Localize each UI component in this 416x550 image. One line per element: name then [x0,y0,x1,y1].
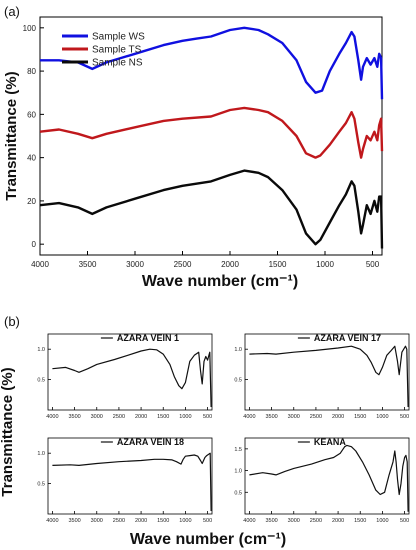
series-line-sample-ns [39,169,384,249]
subplot-x-tick-label: 2500 [113,518,125,524]
legend-label-azara-vein-1: AZARA VEIN 1 [117,333,179,343]
series-line-azara-vein-18 [52,452,212,512]
subplot-x-tick-label: 1500 [354,414,366,420]
panel-a-y-tick-label: 60 [27,110,36,119]
legend-label-azara-vein-18: AZARA VEIN 18 [117,437,184,447]
panel-a-y-tick-label: 100 [23,24,37,33]
subplot-x-tick-label: 4000 [243,518,255,524]
panel-a-y-axis-label: Transmittance (%) [3,71,20,200]
panel-a: (a) 4000 3500 3000 2500 2000 1500 1000 50002040… [3,4,384,290]
subplot-x-tick-label: 1500 [157,414,169,420]
panel-b-x-axis-label: Wave number (cm⁻¹) [130,531,286,548]
subplot-x-tick-label: 2000 [332,414,344,420]
legend-label-sample-ws: Sample WS [92,32,145,43]
subplot-x-tick-label: 1000 [179,518,191,524]
subplot-x-tick-label: 2000 [135,414,147,420]
panel-a-x-tick-label: 3500 [79,260,97,269]
panel-a-x-tick-label: 4000 [31,260,49,269]
subplot-x-tick-label: 1000 [179,414,191,420]
panel-a-y-tick-label: 80 [27,67,36,76]
panel-b-label: (b) [4,314,20,329]
panel-a-label: (a) [4,4,20,19]
panel-a-ticks: 4000 3500 3000 2500 2000 1500 1000 500 0 20 40 60 80… [23,24,380,269]
subplot-x-tick-label: 500 [203,414,212,420]
subplot-x-tick-label: 1500 [354,518,366,524]
subplot-x-tick-label: 1000 [376,518,388,524]
subplot-b2: 4000 3500 3000 2500 2000 1500 1000 500 0.5 1.0 AZA… [234,333,410,420]
subplot-x-tick-label: 500 [400,518,409,524]
subplot-y-tick-label: 1.5 [234,447,242,453]
subplot-frame [47,437,213,515]
panel-a-x-axis-label: Wave number (cm⁻¹) [142,273,298,290]
subplot-x-tick-label: 4000 [46,518,58,524]
subplot-y-tick-label: 1.0 [234,469,242,475]
legend-label-azara-vein-17: AZARA VEIN 17 [314,333,381,343]
subplot-x-tick-label: 3000 [288,414,300,420]
subplot-x-tick-label: 2500 [310,414,322,420]
panel-a-legend: Sample WS Sample TS Sample NS [62,32,145,69]
legend-label-sample-ns: Sample NS [92,58,143,69]
subplot-frame [244,333,410,411]
subplot-y-tick-label: 0.5 [37,482,45,488]
subplot-x-tick-label: 3000 [288,518,300,524]
legend-label-sample-ts: Sample TS [92,45,142,56]
series-line-sample-ts [39,106,384,159]
subplot-frame [244,437,410,515]
subplot-x-tick-label: 1000 [376,414,388,420]
subplot-b3: 4000 3500 3000 2500 2000 1500 1000 500 0.5 1.0 AZA… [37,437,213,524]
panel-a-x-tick-label: 2500 [174,260,192,269]
subplot-x-tick-label: 2000 [135,518,147,524]
subplot-x-tick-label: 4000 [46,414,58,420]
panel-a-y-tick-label: 40 [27,154,36,163]
panel-b-subplots: 4000 3500 3000 2500 2000 1500 1000 500 0.5 1.0 AZA… [37,333,410,524]
subplot-b1: 4000 3500 3000 2500 2000 1500 1000 500 0.5 1.0 AZA… [37,333,213,420]
series-line-sample-ws [40,26,384,100]
subplot-x-tick-label: 3000 [91,414,103,420]
subplot-x-tick-label: 500 [203,518,212,524]
subplot-x-tick-label: 1500 [157,518,169,524]
subplot-x-tick-label: 3500 [265,414,277,420]
subplot-x-tick-label: 2500 [113,414,125,420]
subplot-y-tick-label: 1.0 [234,347,242,353]
subplot-y-tick-label: 0.5 [37,378,45,384]
panel-a-x-tick-label: 3000 [126,260,144,269]
subplot-frame [47,333,213,411]
panel-a-y-tick-label: 20 [27,197,36,206]
subplot-x-tick-label: 3500 [68,414,80,420]
subplot-x-tick-label: 500 [400,414,409,420]
panel-b: (b) 4000 3500 3000 2500 2000 1500 1000 500 0.5 1.… [0,314,410,548]
subplot-y-tick-label: 0.5 [234,490,242,496]
panel-a-y-tick-label: 0 [32,240,37,249]
subplot-x-tick-label: 3500 [265,518,277,524]
subplot-y-tick-label: 1.0 [37,451,45,457]
series-line-azara-vein-17 [249,345,409,408]
subplot-x-tick-label: 2000 [332,518,344,524]
subplot-x-tick-label: 3500 [68,518,80,524]
panel-a-series-lines [39,26,384,249]
subplot-x-tick-label: 4000 [243,414,255,420]
panel-a-x-tick-label: 500 [366,260,380,269]
legend-label-keana: KEANA [314,437,347,447]
panel-a-x-tick-label: 1500 [269,260,287,269]
panel-a-x-tick-label: 2000 [221,260,239,269]
subplot-b4: 4000 3500 3000 2500 2000 1500 1000 500 0.5 1.0 1.5… [234,437,410,524]
subplot-x-tick-label: 3000 [91,518,103,524]
subplot-x-tick-label: 2500 [310,518,322,524]
subplot-y-tick-label: 0.5 [234,378,242,384]
series-line-azara-vein-1 [52,348,212,408]
series-line-keana [249,444,409,512]
panel-a-x-tick-label: 1000 [316,260,334,269]
subplot-y-tick-label: 1.0 [37,347,45,353]
panel-b-y-axis-label: Transmittance (%) [0,367,16,496]
